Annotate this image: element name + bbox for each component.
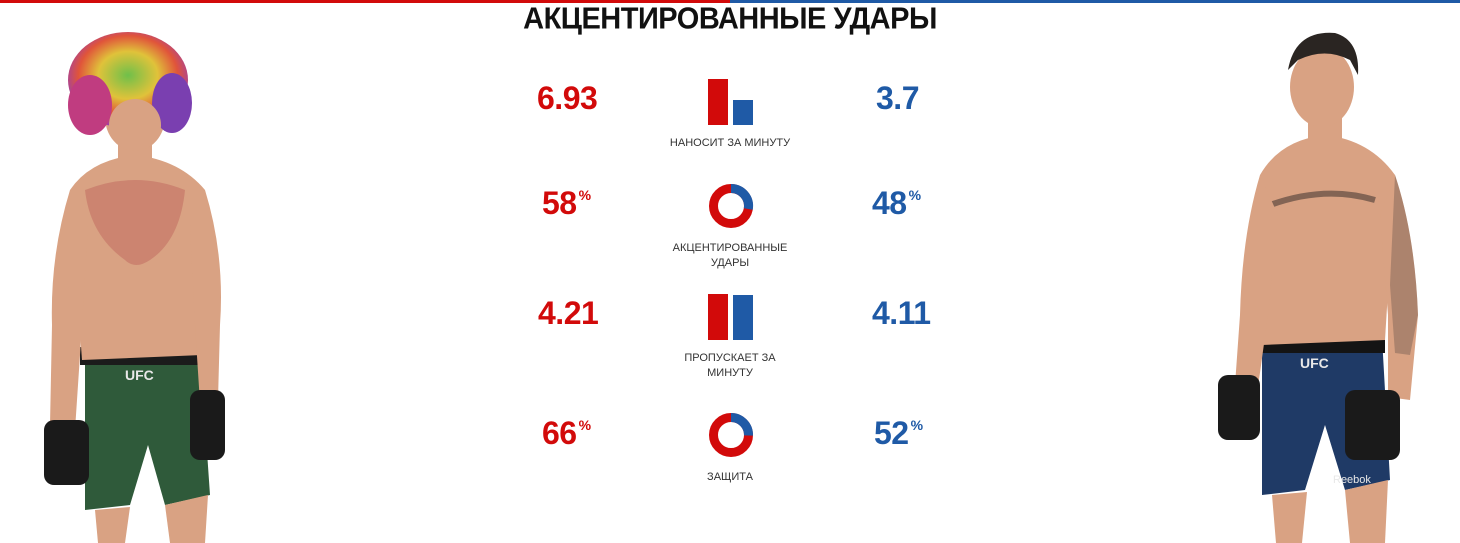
blue-corner-bar — [730, 0, 1460, 3]
red-value: 66% — [542, 415, 591, 451]
stat-label: НАНОСИТ ЗА МИНУТУ — [669, 137, 791, 149]
bar-compare-icon — [708, 294, 753, 340]
red-value: 4.21 — [538, 295, 599, 331]
red-fighter-ufc-logo: UFC — [125, 367, 154, 383]
blue-value: 4.11 — [872, 295, 931, 331]
red-value: 6.93 — [537, 80, 598, 116]
blue-value: 3.7 — [876, 80, 919, 116]
stat-label: ПРОПУСКАЕТ ЗА МИНУТУ — [684, 352, 776, 379]
blue-fighter-ufc-logo: UFC — [1300, 355, 1329, 371]
blue-value: 48% — [872, 185, 921, 221]
stat-label: ЗАЩИТА — [707, 471, 753, 483]
blue-value: 52% — [874, 415, 923, 451]
stat-label: АКЦЕНТИРОВАННЫЕ УДАРЫ — [672, 242, 788, 269]
section-title: АКЦЕНТИРОВАННЫЕ УДАРЫ — [523, 2, 937, 36]
donut-compare-icon — [709, 183, 754, 228]
blue-fighter-sponsor-logo: Reebok — [1333, 474, 1371, 486]
donut-compare-icon — [709, 413, 753, 457]
red-value: 58% — [542, 185, 591, 221]
blue-fighter-image: UFC Reebok — [1218, 32, 1418, 543]
bar-compare-icon — [708, 79, 753, 125]
red-corner-bar — [0, 0, 730, 3]
red-fighter-image: UFC — [44, 32, 225, 543]
